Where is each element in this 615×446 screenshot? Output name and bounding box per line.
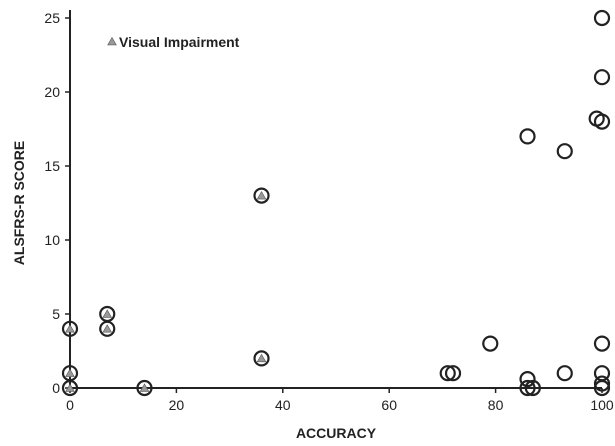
y-axis-title: ALSFRS-R SCORE bbox=[11, 141, 27, 265]
point-circle bbox=[593, 375, 611, 392]
point-circle bbox=[593, 335, 611, 352]
data-point bbox=[593, 113, 611, 130]
point-triangle-marker bbox=[102, 309, 113, 318]
data-point bbox=[556, 365, 573, 382]
point-circle bbox=[519, 379, 536, 397]
data-point bbox=[593, 375, 611, 392]
legend: Visual Impairment bbox=[107, 34, 240, 50]
visual-impairment-point bbox=[61, 320, 79, 337]
data-points bbox=[61, 9, 611, 397]
x-axis-title: ACCURACY bbox=[296, 425, 377, 441]
point-triangle-marker bbox=[102, 324, 113, 333]
y-tick-label: 20 bbox=[44, 84, 60, 100]
point-circle bbox=[519, 128, 536, 145]
point-triangle-marker bbox=[256, 353, 267, 363]
visual-impairment-point bbox=[61, 379, 79, 397]
point-circle bbox=[61, 379, 79, 397]
y-tick-label: 0 bbox=[52, 380, 60, 396]
point-circle bbox=[556, 365, 573, 382]
point-circle bbox=[593, 379, 611, 397]
point-circle bbox=[136, 379, 153, 397]
point-circle bbox=[482, 335, 499, 352]
point-triangle-marker bbox=[65, 368, 75, 377]
point-circle bbox=[593, 9, 611, 27]
x-tick-label: 20 bbox=[169, 397, 185, 413]
data-point bbox=[593, 379, 611, 397]
y-tick-label: 25 bbox=[44, 10, 60, 26]
data-point bbox=[593, 335, 611, 352]
point-circle bbox=[253, 187, 270, 204]
axes bbox=[69, 10, 602, 389]
point-circle bbox=[61, 320, 79, 337]
x-tick-label: 80 bbox=[488, 397, 504, 413]
point-triangle-marker bbox=[65, 324, 75, 333]
data-point bbox=[444, 365, 462, 382]
y-tick-label: 5 bbox=[52, 306, 60, 322]
data-point bbox=[439, 365, 456, 382]
data-point bbox=[593, 9, 611, 27]
point-circle bbox=[519, 371, 536, 388]
visual-impairment-point bbox=[99, 320, 116, 337]
visual-impairment-point bbox=[253, 350, 270, 367]
visual-impairment-point bbox=[136, 379, 153, 397]
visual-impairment-point bbox=[99, 305, 116, 323]
point-triangle-marker bbox=[65, 383, 75, 392]
point-circle bbox=[439, 365, 456, 382]
data-point bbox=[556, 143, 573, 160]
point-circle bbox=[556, 143, 573, 160]
point-triangle-marker bbox=[139, 383, 150, 392]
data-point bbox=[519, 371, 536, 388]
point-circle bbox=[593, 113, 611, 130]
y-tick-label: 10 bbox=[44, 232, 60, 248]
data-point bbox=[519, 379, 536, 397]
visual-impairment-point bbox=[253, 187, 270, 204]
point-circle bbox=[444, 365, 462, 382]
legend-label: Visual Impairment bbox=[119, 34, 240, 50]
y-tick-labels: 0 5 10 15 20 25 bbox=[44, 10, 60, 396]
point-circle bbox=[524, 379, 541, 397]
point-circle bbox=[99, 320, 116, 337]
x-tick-label: 40 bbox=[275, 397, 291, 413]
data-point bbox=[593, 69, 611, 86]
data-point bbox=[524, 379, 541, 397]
y-tick-label: 15 bbox=[44, 158, 60, 174]
legend-triangle-marker bbox=[107, 36, 117, 46]
data-point bbox=[519, 128, 536, 145]
x-tick-label: 60 bbox=[381, 397, 397, 413]
x-tick-label: 0 bbox=[66, 397, 74, 413]
x-tick-labels: 0 20 40 60 80 100 bbox=[66, 397, 614, 413]
point-circle bbox=[253, 350, 270, 367]
x-tick-label: 100 bbox=[590, 397, 614, 413]
tick-marks bbox=[65, 17, 603, 393]
point-triangle-marker bbox=[256, 190, 267, 200]
point-circle bbox=[593, 69, 611, 86]
data-point bbox=[482, 335, 499, 352]
